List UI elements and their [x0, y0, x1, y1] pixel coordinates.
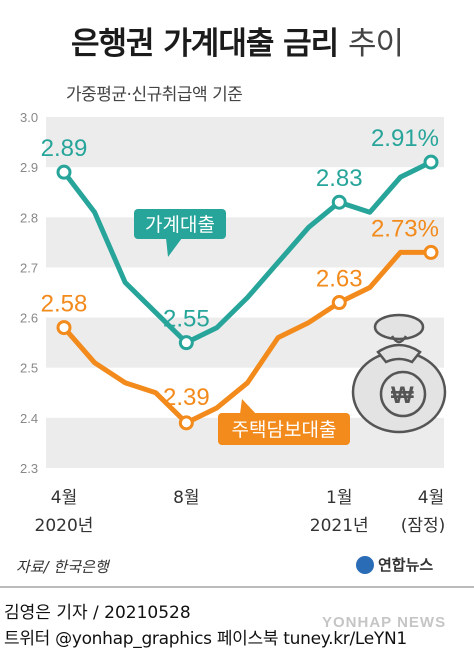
y-tick-label: 2.3: [20, 461, 38, 476]
chart-subtitle: 가중평균·신규취급액 기준: [66, 85, 243, 105]
x-tick-label: 4월: [51, 488, 77, 508]
data-point: [56, 320, 72, 336]
series-name-text: 주택담보대출: [232, 419, 337, 441]
title-bold: 은행권 가계대출 금리: [70, 26, 339, 62]
data-point: [178, 335, 194, 351]
grid-band: [46, 117, 444, 168]
series-name-text: 가계대출: [145, 214, 215, 236]
x-tick-label: 4월: [418, 488, 444, 508]
money-bag-icon: ₩: [351, 313, 447, 434]
data-point: [178, 415, 194, 431]
x-tick-sublabel: 2020년: [35, 516, 94, 536]
series-label-mortgage: 주택담보대출: [218, 399, 350, 445]
data-label: 2.63: [316, 266, 363, 293]
data-point: [331, 194, 347, 210]
data-point: [331, 295, 347, 311]
data-label: 2.73%: [371, 215, 439, 242]
logo-text: 연합뉴스: [378, 556, 434, 574]
series-label-household: 가계대출: [134, 209, 226, 257]
y-tick-label: 2.5: [20, 361, 38, 376]
data-label: 2.91%: [371, 125, 439, 152]
data-label: 2.83: [316, 165, 363, 192]
source-note: 자료/ 한국은행: [16, 558, 109, 576]
y-tick-label: 3.0: [20, 110, 38, 125]
yonhap-logo-icon: [356, 555, 374, 574]
x-tick-label: 1월: [326, 488, 352, 508]
title-light: 추이: [348, 26, 404, 62]
data-point: [56, 164, 72, 180]
y-tick-label: 2.6: [20, 311, 38, 326]
y-tick-label: 2.7: [20, 260, 38, 275]
social-links: 트위터 @yonhap_graphics 페이스북 tuney.kr/LeYN1: [4, 629, 407, 649]
x-tick-sublabel: (잠정): [401, 516, 446, 536]
y-tick-label: 2.9: [20, 160, 38, 175]
byline: 김영은 기자 / 20210528: [4, 603, 191, 623]
chart-title: 은행권 가계대출 금리 추이: [0, 18, 474, 63]
series-line-household: [62, 159, 433, 346]
data-point: [423, 244, 439, 260]
yonhap-logo: 연합뉴스: [356, 554, 433, 575]
watermark: YONHAP NEWS: [322, 614, 447, 631]
data-label: 2.39: [163, 384, 210, 411]
y-tick-label: 2.8: [20, 210, 38, 225]
x-tick-label: 8월: [173, 488, 199, 508]
data-label: 2.55: [163, 306, 210, 333]
data-label: 2.89: [41, 135, 88, 162]
svg-text:₩: ₩: [391, 382, 414, 409]
footer-divider: [0, 586, 474, 588]
line-chart: 3.0 2.9 2.8 2.7 2.6 2.5 2.4 2.3 ₩2.89 2.55 2.83 2.9…: [20, 110, 447, 536]
x-tick-sublabel: 2021년: [310, 516, 369, 536]
data-point: [423, 154, 439, 170]
y-tick-label: 2.4: [20, 411, 38, 426]
data-label: 2.58: [41, 291, 88, 318]
series-line-mortgage: [62, 249, 431, 426]
